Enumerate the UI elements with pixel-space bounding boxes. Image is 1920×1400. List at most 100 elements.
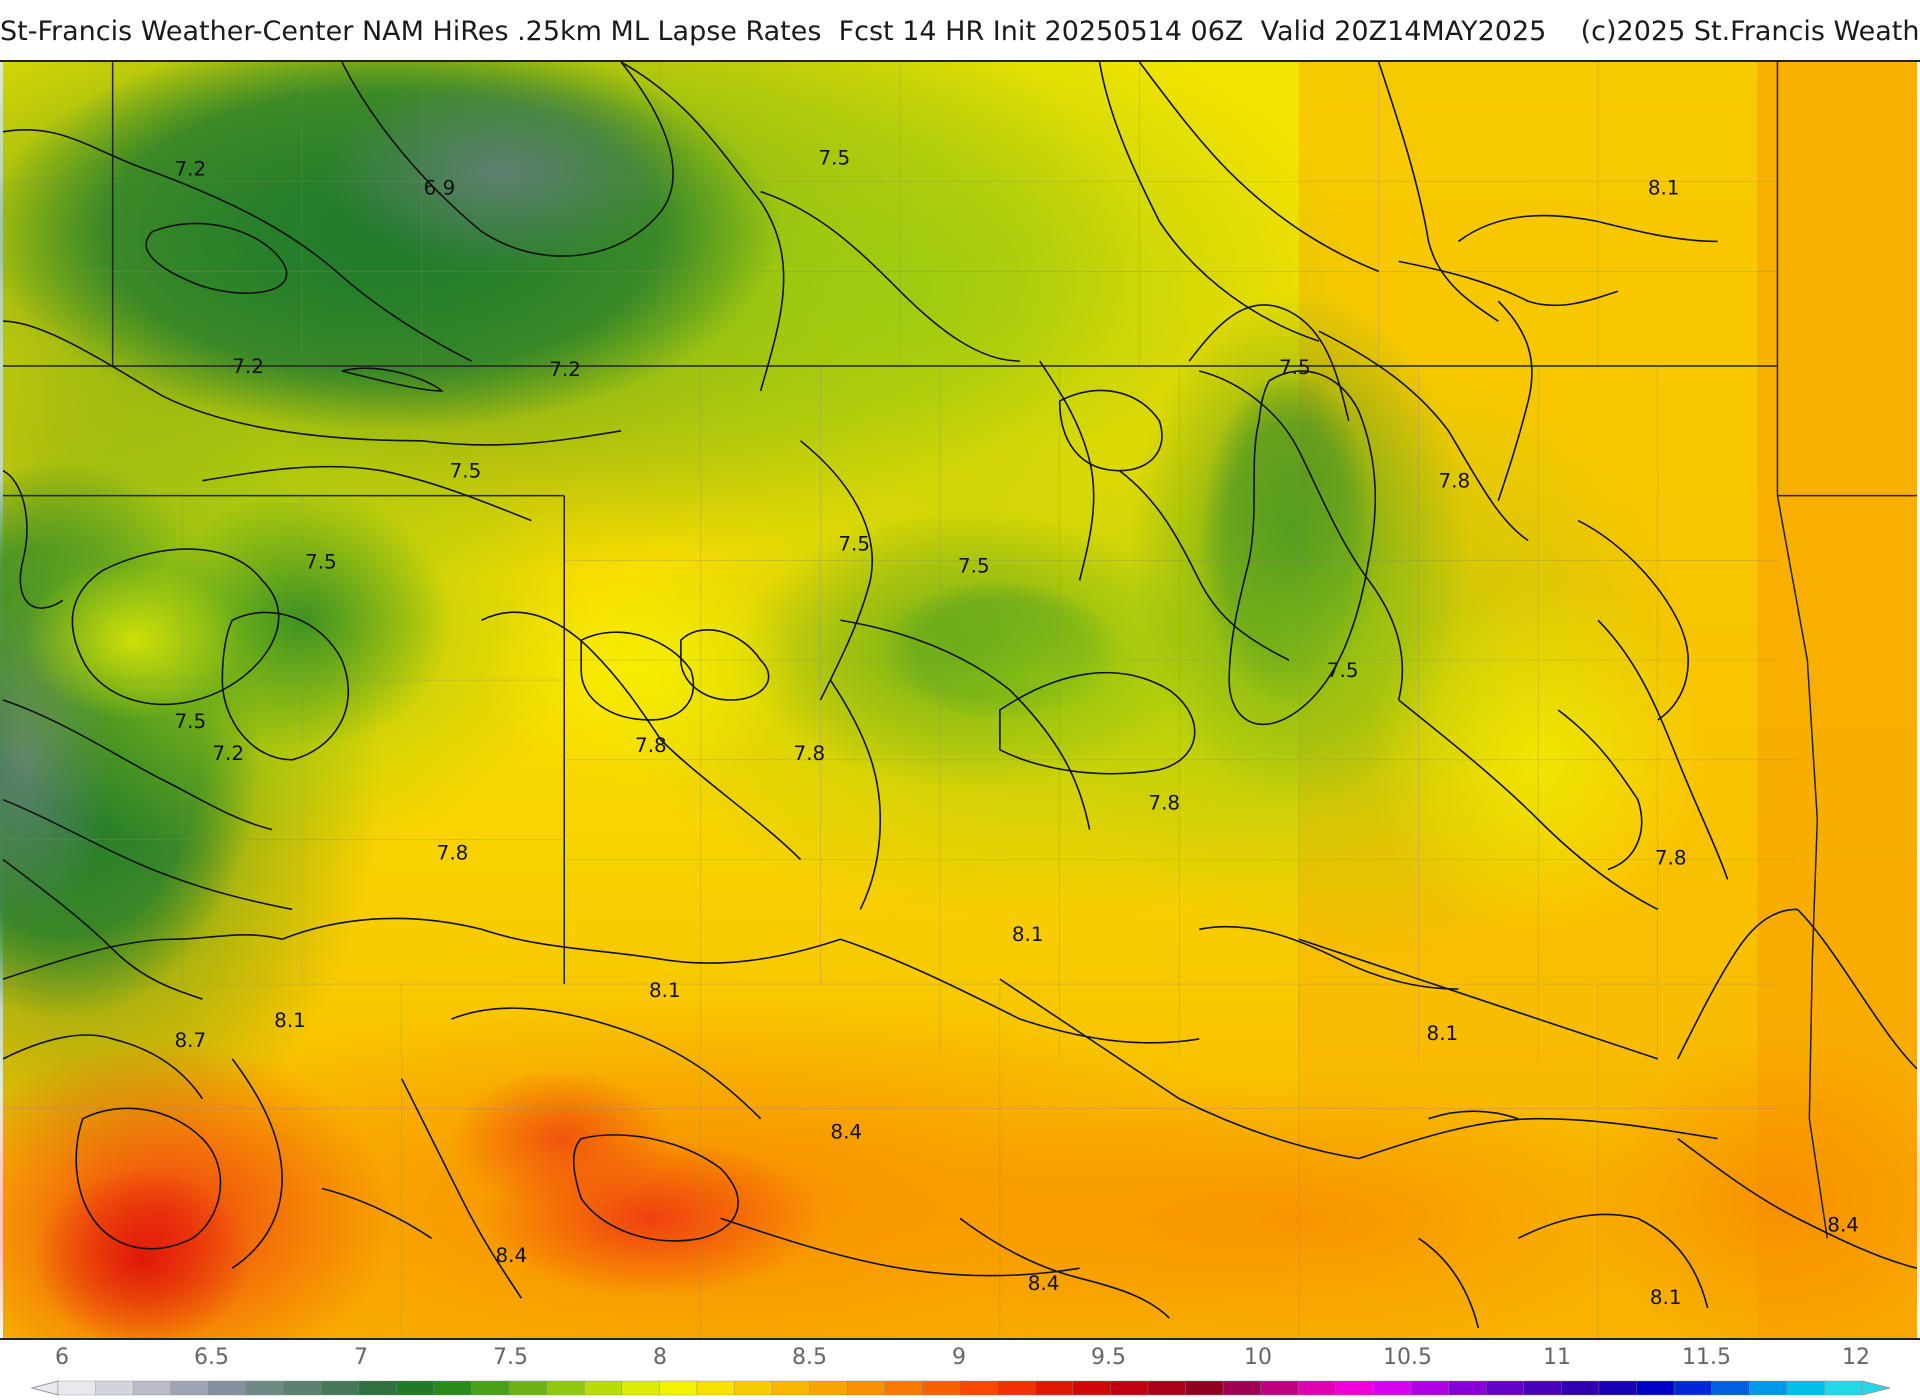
contour-label: 7.8 xyxy=(1655,846,1687,869)
legend-color-swatch xyxy=(1335,1380,1375,1396)
contour-label: 8.1 xyxy=(1650,1286,1682,1309)
legend-tick-labels: 6 6.5 7 7.5 8 8.5 9 9.5 10 10.5 11 11.5 12 xyxy=(55,1345,1870,1370)
contour-label: 8.4 xyxy=(1827,1213,1859,1236)
legend-color-swatch xyxy=(1147,1380,1187,1396)
contour-label: 8.7 xyxy=(174,1029,206,1052)
legend-tick-label: 7 xyxy=(354,1345,368,1370)
field-gray-n xyxy=(322,71,681,272)
field-yellow-central xyxy=(481,550,801,790)
contour-labels: 7.2 6.9 7.5 8.1 7.2 7.2 7.5 7.5 7.8 7.5 … xyxy=(174,147,1859,1309)
contour-label: 7.5 xyxy=(174,710,206,733)
contour-label: 7.8 xyxy=(1439,470,1471,493)
legend-tick-label: 10 xyxy=(1244,1345,1272,1370)
color-scale-legend: 6 6.5 7 7.5 8 8.5 9 9.5 10 10.5 11 11.5 12 xyxy=(30,1345,1891,1396)
legend-color-swatch xyxy=(1260,1380,1299,1396)
legend-tick-label: 6.5 xyxy=(194,1345,229,1370)
legend-color-swatch xyxy=(433,1380,473,1396)
chart-title: St-Francis Weather-Center NAM HiRes .25k… xyxy=(0,16,1920,47)
legend-color-swatch xyxy=(1485,1380,1525,1396)
legend-color-swatch xyxy=(809,1380,848,1396)
legend-color-swatch xyxy=(884,1380,924,1396)
legend-color-swatch xyxy=(283,1380,322,1396)
legend-tick-label: 10.5 xyxy=(1383,1345,1432,1370)
legend-color-swatch xyxy=(471,1380,510,1396)
legend-color-swatch xyxy=(208,1380,247,1396)
contour-label: 7.8 xyxy=(1148,792,1180,815)
field-red-south-2 xyxy=(451,1068,671,1209)
legend-color-swatch xyxy=(1561,1380,1600,1396)
legend-tick-label: 9.5 xyxy=(1091,1345,1126,1370)
legend-color-swatch xyxy=(1034,1380,1074,1396)
legend-color-swatch xyxy=(847,1380,886,1396)
contour-label: 7.5 xyxy=(450,460,482,483)
contour-label: 8.1 xyxy=(1427,1022,1459,1045)
legend-color-swatch xyxy=(320,1380,360,1396)
contour-label: 7.8 xyxy=(437,842,469,865)
field-yellow-east xyxy=(1368,580,1708,940)
legend-color-swatch xyxy=(1598,1380,1638,1396)
contour-label: 8.1 xyxy=(1012,923,1044,946)
contour-label: 8.1 xyxy=(1648,177,1680,200)
county-lines xyxy=(3,62,1798,1338)
legend-color-swatch xyxy=(1448,1380,1487,1396)
contour-label: 7.5 xyxy=(1279,356,1311,379)
contour-label: 7.2 xyxy=(549,358,581,381)
field-yellow-west xyxy=(22,560,243,720)
legend-tick-label: 11.5 xyxy=(1682,1345,1731,1370)
legend-color-swatch xyxy=(95,1380,134,1396)
legend-color-swatch xyxy=(1523,1380,1563,1396)
legend-tick-label: 12 xyxy=(1842,1345,1870,1370)
contour-label: 8.4 xyxy=(1028,1272,1060,1295)
legend-color-swatch xyxy=(1711,1380,1750,1396)
legend-color-bar xyxy=(30,1380,1891,1396)
legend-color-swatch xyxy=(959,1380,999,1396)
contour-label: 7.2 xyxy=(212,742,244,765)
legend-color-swatch xyxy=(621,1380,661,1396)
lapse-rate-map: 7.2 6.9 7.5 8.1 7.2 7.2 7.5 7.5 7.8 7.5 … xyxy=(0,60,1920,1340)
legend-color-swatch xyxy=(1185,1380,1224,1396)
contour-label: 7.5 xyxy=(1327,659,1359,682)
contour-label: 6.9 xyxy=(424,177,456,200)
legend-color-swatch xyxy=(546,1380,585,1396)
legend-color-swatch xyxy=(771,1380,811,1396)
contour-label: 8.1 xyxy=(649,979,681,1002)
legend-color-swatch xyxy=(1410,1380,1450,1396)
legend-color-swatch xyxy=(245,1380,285,1396)
legend-tick-label: 6 xyxy=(55,1345,69,1370)
legend-color-swatch xyxy=(1749,1380,1788,1396)
contour-label: 7.5 xyxy=(818,147,850,170)
legend-tick-label: 7.5 xyxy=(493,1345,528,1370)
legend-color-swatch xyxy=(659,1380,698,1396)
legend-tick-label: 8 xyxy=(653,1345,667,1370)
legend-color-swatch xyxy=(170,1380,210,1396)
contour-label: 8.4 xyxy=(830,1121,862,1144)
contour-label: 8.4 xyxy=(495,1244,527,1267)
legend-color-swatch xyxy=(922,1380,961,1396)
contour-label: 7.5 xyxy=(305,550,337,573)
legend-color-swatch xyxy=(1110,1380,1149,1396)
contour-label: 7.5 xyxy=(838,532,870,555)
contour-lines xyxy=(2,62,1918,1329)
field-orange-far-se xyxy=(1578,1038,1920,1338)
legend-color-swatch xyxy=(396,1380,435,1396)
legend-color-swatch xyxy=(1824,1380,1863,1396)
contour-label: 7.2 xyxy=(174,158,206,181)
legend-color-swatch xyxy=(1072,1380,1112,1396)
legend-color-swatch xyxy=(734,1380,773,1396)
field-orange-se xyxy=(900,1078,1698,1338)
legend-color-swatch xyxy=(57,1380,97,1396)
legend-color-swatch xyxy=(1636,1380,1675,1396)
legend-color-swatch xyxy=(358,1380,397,1396)
legend-color-swatch xyxy=(1373,1380,1412,1396)
contour-label: 7.8 xyxy=(794,742,826,765)
legend-color-swatch xyxy=(132,1380,172,1396)
contour-label: 7.5 xyxy=(958,554,990,577)
legend-color-swatch xyxy=(1298,1380,1337,1396)
state-borders xyxy=(3,62,1917,1239)
legend-tick-label: 8.5 xyxy=(792,1345,827,1370)
legend-color-swatch xyxy=(997,1380,1036,1396)
legend-max-arrow xyxy=(1861,1380,1891,1396)
legend-tick-label: 11 xyxy=(1543,1345,1571,1370)
legend-color-swatch xyxy=(583,1380,623,1396)
legend-color-swatch xyxy=(696,1380,736,1396)
